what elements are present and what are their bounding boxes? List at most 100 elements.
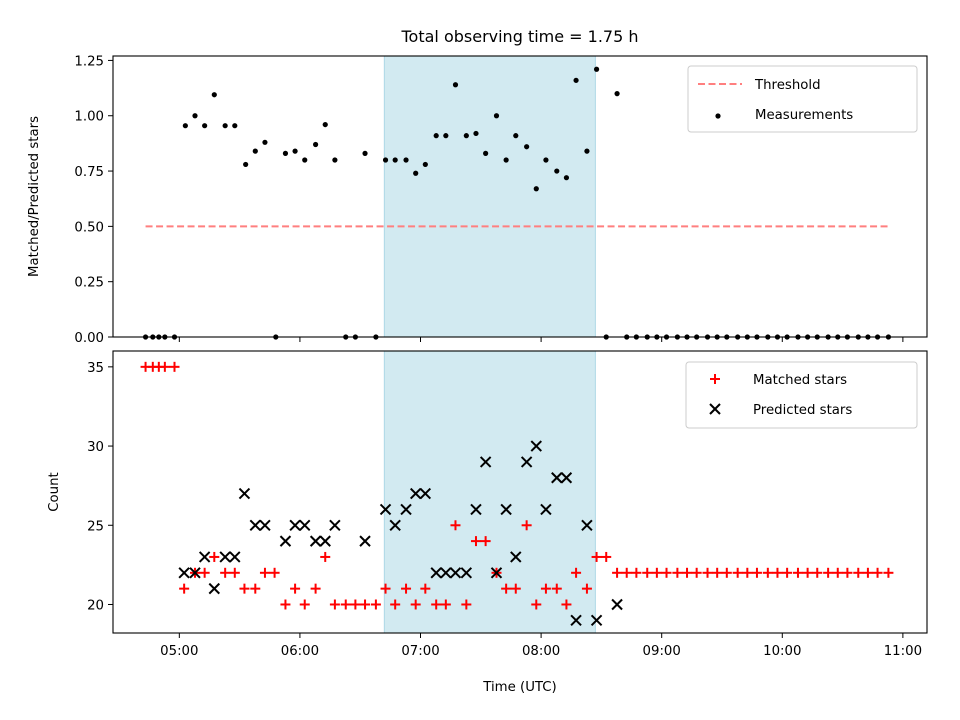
predicted-star-point	[299, 519, 311, 531]
matched-star-point	[329, 599, 340, 610]
matched-star-point	[591, 551, 602, 562]
predicted-star-point	[219, 551, 231, 563]
matched-star-point	[370, 599, 381, 610]
measurement-point	[503, 157, 509, 163]
matched-star-point	[209, 551, 220, 562]
matched-star-point	[682, 567, 693, 578]
observing-span	[383, 350, 596, 634]
y-tick-label: 20	[87, 598, 104, 613]
matched-star-point	[501, 583, 512, 594]
predicted-star-point	[551, 472, 563, 484]
matched-star-point	[290, 583, 301, 594]
matched-star-point	[179, 583, 190, 594]
predicted-star-point	[611, 598, 623, 611]
predicted-star-point	[319, 535, 331, 547]
predicted-star-point	[189, 567, 201, 579]
matched-star-point	[651, 567, 662, 578]
measurement-point	[483, 150, 489, 156]
x-tick-label: 07:00	[401, 644, 439, 659]
top-x-axis-ticks	[178, 337, 904, 342]
matched-star-point	[842, 567, 853, 578]
threshold-legend-label: Threshold	[754, 78, 821, 93]
measurement-point	[322, 121, 328, 128]
matched-star-point	[531, 599, 542, 610]
measurement-point	[211, 92, 217, 98]
measurement-point	[614, 91, 620, 97]
bottom-x-axis: 05:00 06:00 07:00 08:00 09:00 10:00 11:00	[160, 633, 922, 659]
x-tick-label: 10:00	[763, 644, 801, 659]
y-tick-label: 0.00	[74, 331, 104, 346]
measurements-legend-marker	[715, 113, 721, 119]
measurement-point	[493, 113, 500, 119]
matched-star-point	[431, 599, 442, 610]
predicted-star-point	[440, 567, 452, 579]
matched-star-point	[320, 551, 331, 562]
matched-star-point	[872, 567, 883, 578]
measurement-point	[192, 113, 198, 119]
predicted-star-point	[289, 519, 301, 531]
x-tick-label: 08:00	[522, 644, 560, 659]
y-tick-label: 0.25	[74, 276, 104, 291]
matched-star-point	[702, 567, 713, 578]
measurement-point	[563, 175, 570, 181]
matched-star-point	[571, 567, 582, 578]
top-legend-box	[687, 65, 918, 133]
matched-star-point	[721, 567, 732, 578]
matched-star-point	[390, 599, 401, 610]
predicted-star-point	[449, 567, 462, 579]
matched-star-point	[772, 567, 783, 578]
matched-star-point	[732, 567, 743, 578]
measurement-point	[433, 133, 439, 139]
predicted-star-point	[329, 519, 341, 531]
measurement-point	[443, 133, 449, 139]
matched-star-point	[159, 361, 170, 372]
matched-star-point	[883, 567, 894, 578]
matched-star-point	[742, 567, 753, 578]
matched-star-point	[420, 583, 431, 594]
measurement-point	[413, 170, 419, 176]
measurement-point	[533, 186, 539, 192]
measurement-point	[452, 82, 459, 88]
matched-star-point	[280, 599, 291, 610]
chart-title: Total observing time = 1.75 h	[400, 27, 638, 46]
observing-span	[383, 55, 596, 338]
predicted-star-point	[590, 614, 603, 627]
predicted-star-point	[359, 535, 371, 547]
measurement-point	[222, 123, 228, 129]
top-axes-frame	[112, 55, 928, 338]
predicted-star-point	[470, 503, 482, 516]
measurement-point	[524, 144, 530, 150]
matched-star-point	[812, 567, 823, 578]
matched-star-point	[239, 583, 250, 594]
predicted-star-point	[208, 582, 221, 595]
matched-star-point	[259, 567, 270, 578]
y-tick-label: 0.75	[74, 165, 104, 180]
measurement-point	[243, 161, 249, 168]
matched-star-point	[220, 567, 231, 578]
top-y-axis-label: Matched/Predicted stars	[27, 116, 42, 277]
matched-star-point	[510, 583, 521, 594]
predicted-stars-legend-marker	[709, 403, 721, 415]
predicted-star-point	[198, 551, 211, 563]
x-tick-label: 09:00	[643, 644, 681, 659]
measurement-point	[232, 123, 238, 129]
y-tick-label: 1.00	[74, 110, 104, 125]
predicted-star-point	[479, 456, 492, 468]
measurement-point	[392, 157, 398, 163]
measurement-point	[543, 157, 549, 163]
predicted-star-point	[279, 535, 292, 547]
measurement-point	[252, 148, 258, 154]
matched-star-point	[612, 567, 623, 578]
measurement-point	[302, 157, 308, 163]
matched-star-point	[410, 599, 421, 610]
measurement-point	[573, 77, 579, 83]
matched-star-point	[792, 567, 803, 578]
measurement-point	[332, 157, 338, 163]
measurement-point	[593, 66, 600, 72]
matched-stars-legend-label: Matched stars	[753, 373, 847, 388]
measurement-point	[282, 150, 289, 156]
predicted-star-point	[490, 567, 503, 579]
measurement-point	[463, 133, 469, 139]
x-axis-label: Time (UTC)	[482, 680, 557, 695]
predicted-star-point	[419, 487, 432, 500]
